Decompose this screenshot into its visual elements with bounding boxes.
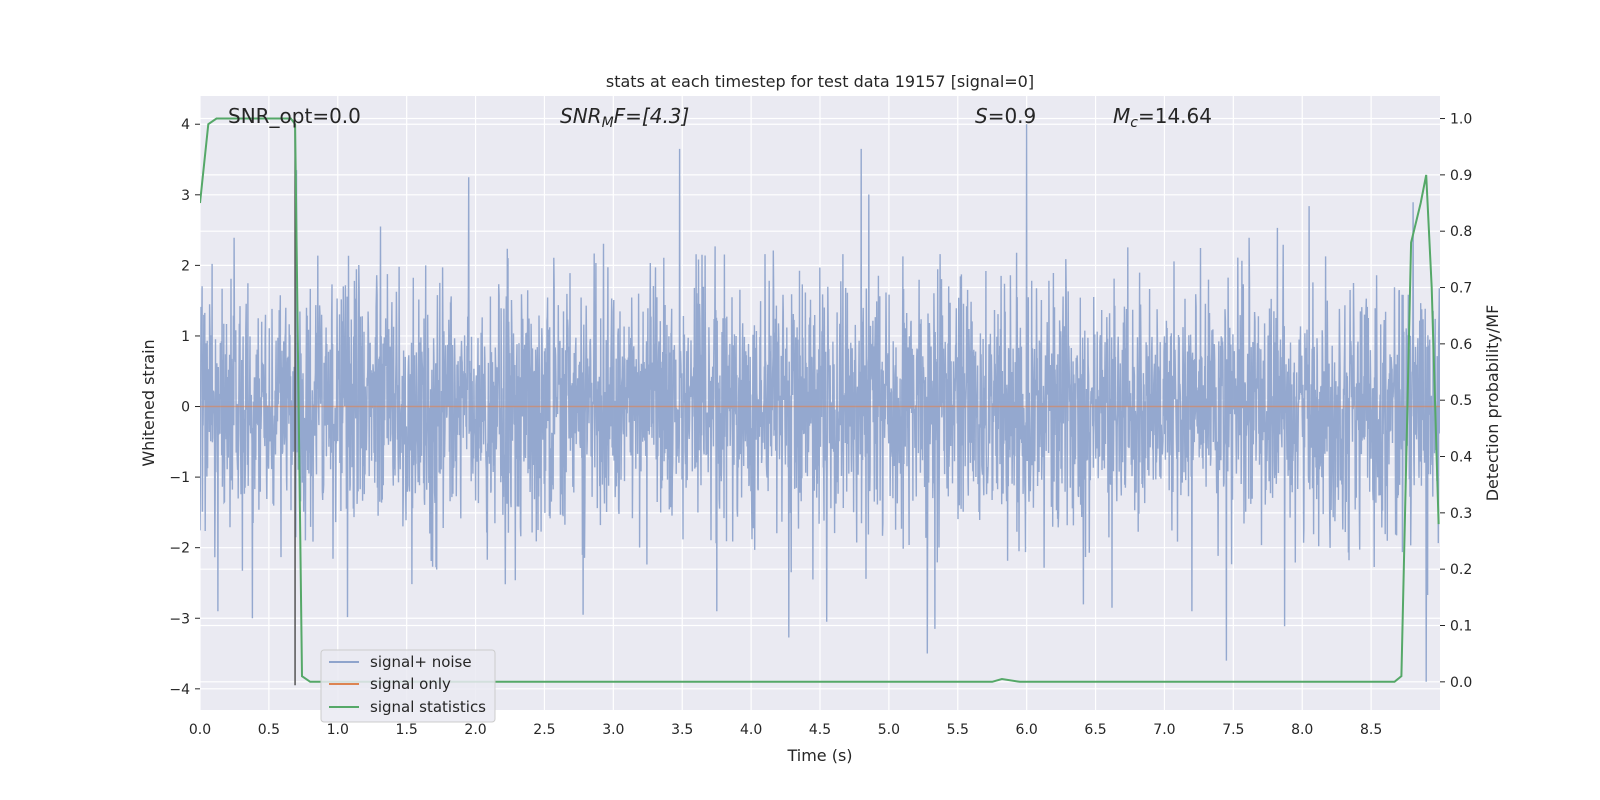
legend-label-signal-noise: signal+ noise — [370, 653, 472, 671]
s-italic: S — [975, 104, 988, 128]
y-right-tick-label: 0.4 — [1450, 450, 1472, 466]
y-right-tick-label: 0.3 — [1450, 506, 1472, 522]
x-tick-label: 7.5 — [1222, 722, 1244, 738]
legend-label-signal-statistics: signal statistics — [370, 698, 486, 716]
x-tick-label: 5.0 — [878, 722, 900, 738]
annotation-snr-opt: SNR_opt=0.0 — [228, 104, 361, 128]
series-signal-statistics — [200, 117, 1440, 683]
snr-mf-base: SNR — [560, 104, 602, 128]
x-axis-label: Time (s) — [786, 746, 852, 765]
y-tick-label: 1 — [181, 329, 190, 345]
y-axis-label: Whitened strain — [139, 339, 158, 466]
y-tick-label: 4 — [181, 117, 190, 133]
x-tick-label: 6.5 — [1084, 722, 1106, 738]
y-tick-label: −2 — [169, 541, 190, 557]
y-right-axis-label: Detection probability/MF — [1483, 305, 1502, 502]
snr-mf-sub: M — [602, 115, 614, 131]
x-tick-label: 2.5 — [533, 722, 555, 738]
y-right-tick-label: 1.0 — [1450, 112, 1472, 128]
mc-sub: c — [1130, 115, 1138, 131]
x-tick-label: 3.5 — [671, 722, 693, 738]
y-tick-label: 2 — [181, 258, 190, 274]
x-tick-label: 2.0 — [464, 722, 486, 738]
y-tick-label: −4 — [169, 682, 190, 698]
series-layer — [200, 117, 1440, 686]
snr-mf-rest: F=[4.3] — [614, 104, 690, 128]
mc-base: M — [1113, 104, 1130, 128]
y-tick-label: 0 — [181, 400, 190, 416]
x-tick-label: 0.5 — [258, 722, 280, 738]
legend-label-signal-only: signal only — [370, 675, 451, 693]
y-tick-label: 3 — [181, 188, 190, 204]
legend-box — [320, 649, 496, 723]
x-tick-label: 1.0 — [327, 722, 349, 738]
y-right-tick-label: 0.6 — [1450, 337, 1472, 353]
chart-title: stats at each timestep for test data 191… — [606, 72, 1034, 91]
y-tick-label: −3 — [169, 611, 190, 627]
x-tick-label: 3.0 — [602, 722, 624, 738]
legend: signal+ noise signal only signal statist… — [320, 649, 496, 723]
series-group — [200, 117, 1440, 686]
x-tick-label: 4.0 — [740, 722, 762, 738]
x-tick-label: 6.0 — [1016, 722, 1038, 738]
x-tick-label: 8.5 — [1360, 722, 1382, 738]
annotation-mc: Mc=14.64 — [1113, 104, 1212, 131]
y-right-tick-label: 0.8 — [1450, 224, 1472, 240]
y-right-tick-label: 0.0 — [1450, 675, 1472, 691]
x-tick-label: 1.5 — [396, 722, 418, 738]
ticks: 0.0 0.5 1.0 1.5 2.0 2.5 3.0 3.5 4.0 4.5 5.0 5.5 6.0 6… — [169, 112, 1472, 738]
s-rest: =0.9 — [988, 104, 1037, 128]
y-right-tick-label: 0.9 — [1450, 168, 1472, 184]
x-tick-label: 5.5 — [947, 722, 969, 738]
annotation-s: S=0.9 — [975, 104, 1036, 128]
y-tick-label: −1 — [169, 470, 190, 486]
y-right-tick-label: 0.2 — [1450, 562, 1472, 578]
annotation-snr-mf: SNRMF=[4.3] — [560, 104, 689, 131]
y-right-tick-label: 0.7 — [1450, 281, 1472, 297]
x-tick-label: 8.0 — [1291, 722, 1313, 738]
y-right-tick-label: 0.5 — [1450, 393, 1472, 409]
x-tick-label: 7.0 — [1153, 722, 1175, 738]
y-right-tick-label: 0.1 — [1450, 619, 1472, 635]
x-tick-label: 0.0 — [189, 722, 211, 738]
x-tick-label: 4.5 — [809, 722, 831, 738]
mc-rest: =14.64 — [1138, 104, 1212, 128]
series-signal-noise — [200, 124, 1440, 682]
